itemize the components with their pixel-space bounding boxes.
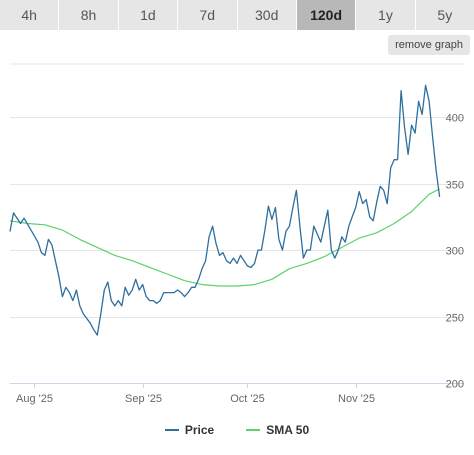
legend-label: Price (184, 423, 215, 437)
x-tick-label: Sep '25 (125, 393, 162, 405)
price-series-line (9, 84, 441, 336)
tab-1y[interactable]: 1y (356, 0, 416, 30)
remove-graph-button[interactable]: remove graph (388, 35, 470, 55)
timeframe-tabs: 4h 8h 1d 7d 30d 120d 1y 5y (0, 0, 474, 30)
x-tick-label: Nov '25 (338, 393, 375, 405)
tab-30d[interactable]: 30d (237, 0, 297, 30)
tab-8h[interactable]: 8h (59, 0, 119, 30)
tab-4h[interactable]: 4h (0, 0, 60, 30)
y-tick-label: 250 (446, 313, 464, 325)
legend-item-price[interactable]: Price (164, 423, 215, 437)
tab-120d[interactable]: 120d (296, 0, 357, 30)
tab-1d[interactable]: 1d (118, 0, 179, 30)
x-tick-label: Oct '25 (230, 393, 265, 405)
legend-swatch (164, 429, 179, 431)
legend-label: SMA 50 (266, 423, 310, 437)
tab-7d[interactable]: 7d (178, 0, 238, 30)
x-tick-label: Aug '25 (16, 393, 53, 405)
sma50-series-line (9, 188, 440, 287)
y-tick-label: 400 (446, 113, 464, 125)
y-tick-label: 300 (446, 246, 464, 258)
y-tick-label: 350 (446, 180, 464, 192)
chart-legend: Price SMA 50 (0, 421, 474, 439)
y-tick-label: 200 (446, 379, 464, 391)
tab-5y[interactable]: 5y (415, 0, 474, 30)
legend-item-sma50[interactable]: SMA 50 (246, 423, 309, 437)
legend-swatch (246, 429, 261, 431)
